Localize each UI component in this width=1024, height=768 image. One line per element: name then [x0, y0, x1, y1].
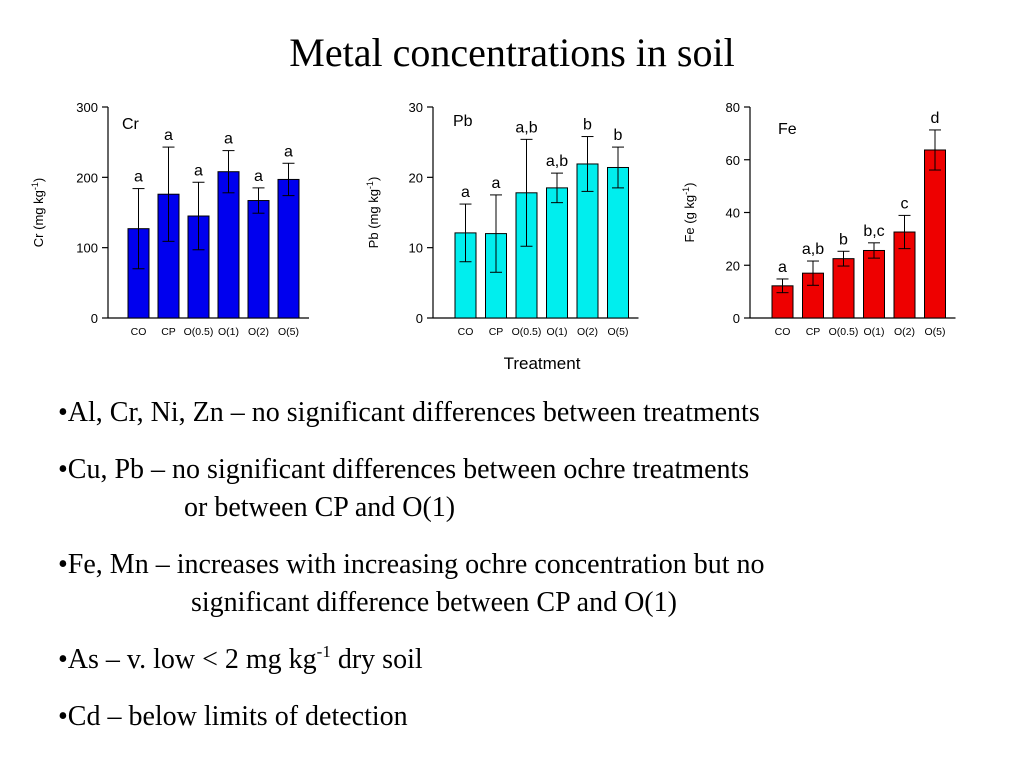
significance-letter: a,b	[802, 241, 824, 258]
x-tick-label: CO	[458, 326, 474, 338]
significance-letter: b,c	[863, 223, 884, 240]
bar	[277, 178, 300, 319]
bar	[247, 200, 270, 319]
x-tick-label: CP	[161, 326, 176, 338]
y-tick-label: 20	[726, 258, 740, 273]
y-tick-label: 20	[409, 170, 423, 185]
significance-letter: c	[901, 195, 909, 212]
bullet-list: •Al, Cr, Ni, Zn – no significant differe…	[58, 394, 998, 736]
significance-letter: b	[839, 231, 848, 248]
significance-letter: a	[284, 143, 293, 160]
y-tick-label: 80	[726, 100, 740, 115]
bullet-text-pre: •As – v. low < 2 mg kg	[58, 644, 317, 675]
bullet-item: •Cu, Pb – no significant differences bet…	[58, 451, 998, 527]
x-tick-label: CO	[131, 326, 147, 338]
significance-letter: a	[194, 162, 203, 179]
y-tick-label: 40	[726, 206, 740, 221]
y-tick-label: 0	[733, 311, 740, 326]
significance-letter: a,b	[546, 153, 568, 170]
x-tick-label: O(1)	[547, 326, 568, 338]
significance-letter: a	[778, 259, 787, 276]
x-tick-label: O(0.5)	[512, 326, 542, 338]
x-tick-label: O(1)	[218, 326, 239, 338]
significance-letter: b	[583, 117, 592, 134]
bullet-continuation: significant difference between CP and O(…	[191, 587, 677, 618]
x-tick-label: O(0.5)	[184, 326, 214, 338]
y-axis-label: Cr (mg kg-1)	[30, 178, 46, 247]
bar	[607, 166, 629, 319]
panel-title: Fe	[778, 121, 797, 138]
significance-letter: a	[492, 175, 501, 192]
bar	[832, 258, 855, 319]
significance-letter: a	[134, 169, 143, 186]
bullet-line: •Al, Cr, Ni, Zn – no significant differe…	[58, 397, 760, 428]
bullet-line: •Fe, Mn – increases with increasing ochr…	[58, 549, 765, 580]
bar	[924, 149, 946, 319]
panel-title: Cr	[122, 116, 140, 133]
bullet-item: •As – v. low < 2 mg kg-1 dry soil	[58, 641, 998, 679]
x-axis-title: Treatment	[504, 354, 581, 373]
bullet-line: •Cu, Pb – no significant differences bet…	[58, 454, 750, 485]
bar	[546, 187, 568, 319]
significance-letter: d	[931, 110, 940, 127]
x-tick-label: O(2)	[894, 326, 915, 338]
slide-title: Metal concentrations in soil	[289, 30, 735, 75]
bullet-line: •Cd – below limits of detection	[58, 701, 408, 732]
y-tick-label: 200	[76, 170, 98, 185]
x-tick-label: O(0.5)	[829, 326, 859, 338]
bullet-superscript: -1	[316, 642, 331, 661]
y-axis-label: Fe (g kg-1)	[681, 182, 697, 242]
y-axis-label: Pb (mg kg-1)	[365, 177, 381, 249]
panel-title: Pb	[453, 113, 473, 130]
x-tick-label: O(2)	[577, 326, 598, 338]
bar	[217, 171, 240, 319]
y-tick-label: 0	[91, 311, 98, 326]
y-tick-label: 300	[76, 100, 98, 115]
chart-panel-fe: 0 20 40 60 80 Fe (g kg-1) Fe a CO a,b CP b O(0.5) b,c…	[681, 100, 956, 338]
chart-panel-cr: 0 100 200 300 Cr (mg kg-1) Cr a CO a CP a O(0.5) a O(…	[30, 100, 309, 338]
y-tick-label: 60	[726, 153, 740, 168]
significance-letter: a	[254, 168, 263, 185]
significance-letter: a,b	[515, 119, 537, 136]
x-tick-label: CO	[775, 326, 791, 338]
significance-letter: a	[461, 184, 470, 201]
x-tick-label: O(5)	[608, 326, 629, 338]
x-tick-label: CP	[806, 326, 821, 338]
x-tick-label: CP	[489, 326, 504, 338]
x-tick-label: O(1)	[864, 326, 885, 338]
y-tick-label: 0	[416, 311, 423, 326]
significance-letter: a	[164, 127, 173, 144]
x-tick-label: O(5)	[925, 326, 946, 338]
y-tick-label: 10	[409, 241, 423, 256]
bar	[863, 249, 885, 319]
bullet-text-post: dry soil	[330, 644, 423, 675]
bullet-item: •Cd – below limits of detection	[58, 698, 998, 736]
x-tick-label: O(5)	[278, 326, 299, 338]
bullet-item: •Fe, Mn – increases with increasing ochr…	[58, 546, 998, 622]
bullet-item: •Al, Cr, Ni, Zn – no significant differe…	[58, 394, 998, 432]
y-tick-label: 100	[76, 241, 98, 256]
significance-letter: a	[224, 131, 233, 148]
x-tick-label: O(2)	[248, 326, 269, 338]
significance-letter: b	[614, 127, 623, 144]
chart-panel-pb: 0 10 20 30 Pb (mg kg-1) Pb a CO a CP a,b O(0.5) a,b O…	[365, 100, 639, 338]
bullet-continuation: or between CP and O(1)	[184, 492, 456, 523]
y-tick-label: 30	[409, 100, 423, 115]
